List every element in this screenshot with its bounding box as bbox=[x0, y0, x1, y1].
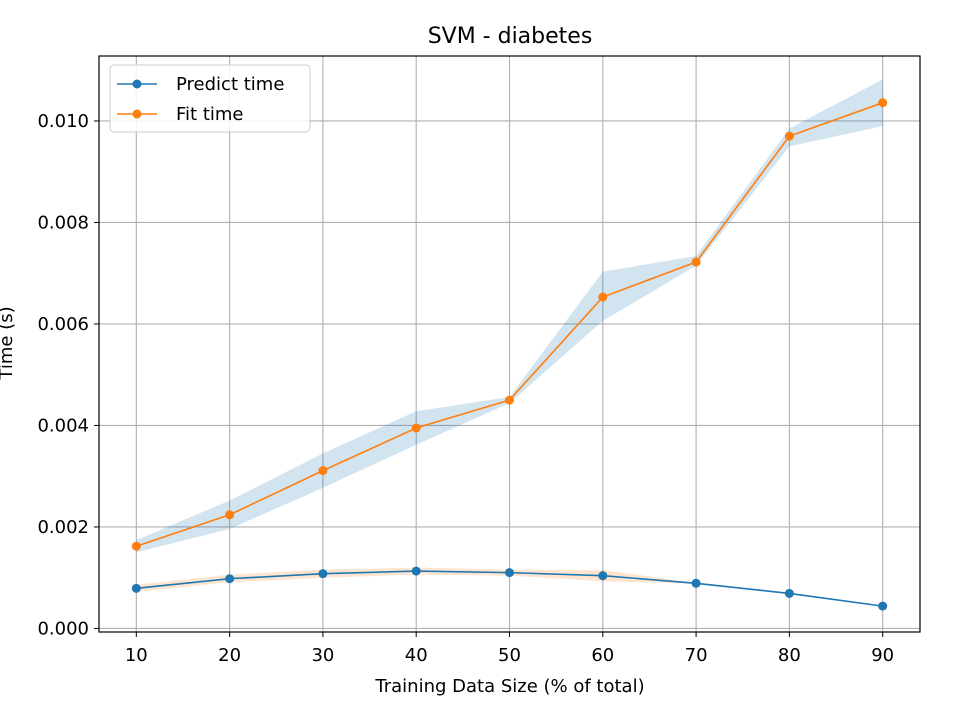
x-tick-label: 20 bbox=[218, 645, 241, 666]
axis-ticks: 10 20 30 40 50 60 70 80 90 0.000 0.002 0.004 0.006 0.… bbox=[37, 111, 894, 666]
series-1-point bbox=[318, 466, 328, 476]
x-tick-label: 60 bbox=[591, 645, 614, 666]
y-tick-label: 0.008 bbox=[37, 212, 89, 233]
x-tick-label: 90 bbox=[871, 645, 894, 666]
y-tick-label: 0.010 bbox=[37, 111, 89, 132]
series-lines bbox=[131, 98, 888, 611]
series-0-point bbox=[225, 574, 235, 584]
series-1-point bbox=[878, 98, 888, 108]
series-0-point bbox=[131, 583, 141, 593]
legend-box bbox=[109, 64, 311, 133]
legend-fit-marker bbox=[132, 109, 142, 119]
legend: Predict time Fit time bbox=[109, 64, 311, 133]
x-tick-label: 70 bbox=[685, 645, 708, 666]
x-tick-label: 10 bbox=[125, 645, 148, 666]
y-tick-label: 0.006 bbox=[37, 314, 89, 335]
series-1-point bbox=[411, 423, 421, 433]
series-0-point bbox=[411, 566, 421, 576]
chart-title: SVM - diabetes bbox=[428, 24, 593, 49]
series-1-point bbox=[505, 395, 514, 405]
x-tick-label: 50 bbox=[498, 645, 521, 666]
series-0-point bbox=[691, 578, 701, 588]
series-1-point bbox=[691, 257, 701, 267]
series-1-point bbox=[598, 292, 608, 302]
x-axis-label: Training Data Size (% of total) bbox=[374, 676, 644, 697]
series-0-point bbox=[878, 601, 888, 611]
series-0-point bbox=[598, 571, 608, 581]
series-0-point bbox=[318, 569, 328, 579]
x-tick-label: 80 bbox=[778, 645, 801, 666]
y-tick-label: 0.002 bbox=[37, 517, 89, 538]
y-axis-label: Time (s) bbox=[0, 306, 17, 380]
y-tick-label: 0.000 bbox=[37, 618, 89, 639]
legend-fit-label: Fit time bbox=[176, 104, 244, 125]
y-tick-label: 0.004 bbox=[37, 415, 89, 436]
series-0-point bbox=[505, 568, 514, 578]
series-1-band bbox=[136, 79, 883, 553]
x-tick-label: 30 bbox=[311, 645, 334, 666]
legend-predict-label: Predict time bbox=[176, 74, 284, 95]
grid bbox=[99, 56, 920, 632]
series-0-point bbox=[784, 588, 794, 598]
legend-predict-marker bbox=[132, 79, 142, 89]
series-1-point bbox=[784, 131, 794, 141]
x-tick-label: 40 bbox=[405, 645, 428, 666]
series-1-point bbox=[131, 541, 141, 551]
series-1-point bbox=[225, 510, 235, 520]
